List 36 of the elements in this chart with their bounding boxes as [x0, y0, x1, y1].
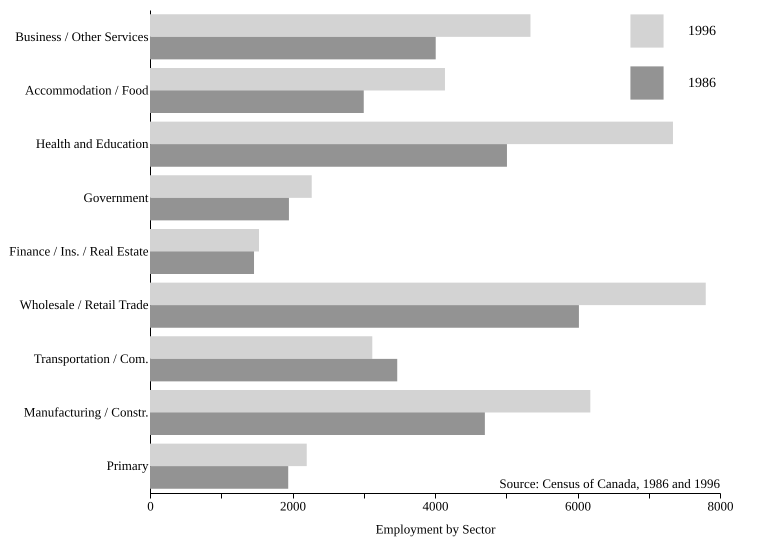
bar	[150, 68, 445, 90]
y-tick-label: Manufacturing / Constr.	[24, 404, 148, 420]
y-tick-label: Transportation / Com.	[34, 350, 148, 366]
bar	[150, 412, 485, 436]
bar	[150, 358, 398, 382]
y-tick-label: Health and Education	[36, 136, 149, 152]
bar	[150, 228, 260, 252]
x-tick-label: 8000	[708, 498, 734, 514]
y-tick-label: Accommodation / Food	[25, 82, 149, 98]
y-tick-label: Government	[84, 190, 149, 205]
x-axis-title: Employment by Sector	[376, 522, 496, 536]
bar	[150, 36, 436, 60]
y-tick-label: Business / Other Services	[15, 28, 148, 44]
bar	[150, 336, 372, 359]
x-tick-label: 6000	[565, 498, 591, 514]
bar	[150, 175, 312, 198]
y-tick-label: Wholesale / Retail Trade	[20, 297, 149, 312]
legend-label: 1996	[688, 24, 716, 39]
legend-label: 1986	[688, 76, 716, 91]
x-tick-label: 0	[147, 498, 154, 514]
bar	[150, 390, 590, 412]
x-tick-label: 2000	[280, 498, 306, 514]
y-tick-label: Primary	[106, 458, 149, 474]
bar	[150, 90, 364, 114]
bar	[150, 144, 507, 167]
bar	[150, 14, 530, 37]
y-tick-label: Finance / Ins. / Real Estate	[9, 244, 149, 258]
bar	[150, 466, 288, 489]
bar	[150, 198, 289, 220]
bar	[150, 444, 307, 466]
bar	[150, 252, 254, 274]
bar	[150, 305, 579, 328]
annotation: Source: Census of Canada, 1986 and 1996	[499, 476, 720, 491]
bar	[150, 282, 706, 306]
x-tick-label: 4000	[422, 498, 448, 514]
bar	[150, 122, 673, 144]
